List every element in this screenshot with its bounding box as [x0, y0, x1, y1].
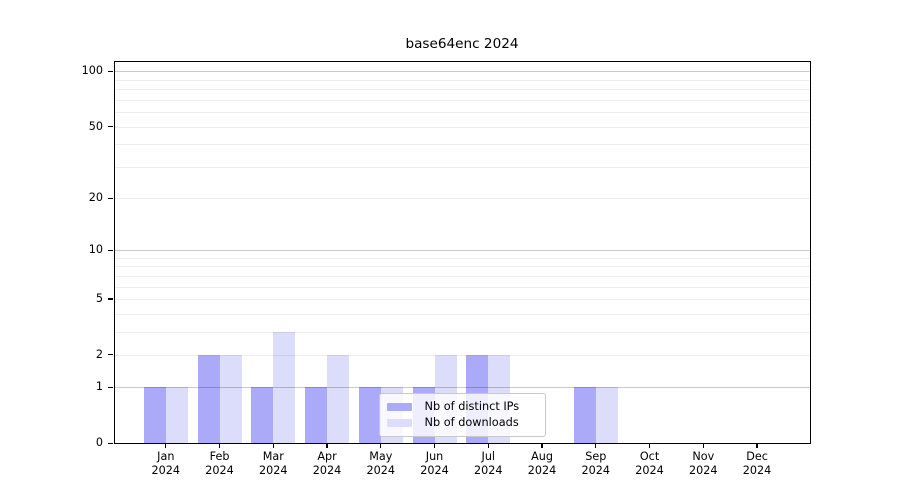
x-tick-label: Jan 2024: [151, 450, 181, 478]
gridline-minor: [114, 313, 810, 315]
y-tick-mark: [108, 386, 113, 389]
x-tick-mark: [756, 443, 758, 448]
bar-downloads-feb: [219, 354, 242, 444]
chart-title: base64enc 2024: [405, 36, 519, 52]
gridline-minor: [114, 257, 810, 259]
gridline-minor: [114, 266, 810, 268]
gridline-minor: [114, 298, 810, 300]
x-tick-label: Feb 2024: [205, 450, 234, 478]
x-tick-mark: [272, 443, 274, 448]
x-tick-mark: [648, 443, 651, 448]
gridline-minor: [114, 126, 810, 128]
y-tick-label: 5: [95, 291, 103, 305]
bar-downloads-sep: [595, 387, 618, 444]
legend-item-label: Nb of distinct IPs: [424, 400, 520, 414]
bar-downloads-mar: [273, 331, 296, 444]
x-tick-label: Apr 2024: [312, 450, 342, 478]
x-tick-mark: [165, 443, 167, 448]
y-tick-label: 2: [95, 347, 103, 361]
x-tick-label: Jun 2024: [420, 450, 449, 478]
bar-distinct-ips-jan: [143, 387, 166, 444]
plot-area: [113, 61, 811, 444]
gridline-minor: [114, 144, 810, 146]
gridline-major: [114, 250, 810, 252]
gridline-minor: [114, 354, 810, 356]
x-tick-mark: [541, 443, 543, 448]
y-tick-label: 100: [81, 64, 103, 78]
bar-distinct-ips-feb: [197, 354, 220, 444]
bar-distinct-ips-mar: [251, 387, 274, 444]
bar-distinct-ips-may: [358, 387, 381, 444]
gridline-major: [114, 387, 810, 389]
y-tick-mark: [108, 249, 113, 251]
x-tick-label: Nov 2024: [689, 450, 718, 478]
bar-downloads-jan: [165, 387, 188, 444]
legend-swatch: [386, 418, 412, 427]
y-tick-label: 20: [88, 191, 103, 205]
legend-item: Nb of downloads: [386, 415, 539, 431]
bar-distinct-ips-sep: [573, 387, 596, 444]
y-tick-mark: [108, 298, 113, 300]
x-tick-label: Oct 2024: [635, 450, 664, 478]
x-tick-label: Sep 2024: [581, 450, 611, 478]
x-tick-mark: [595, 443, 597, 448]
y-tick-label: 0: [95, 436, 103, 450]
y-tick-mark: [108, 442, 113, 444]
x-tick-label: Jul 2024: [474, 450, 503, 478]
legend-item-label: Nb of downloads: [424, 416, 519, 430]
gridline-minor: [114, 166, 810, 168]
y-tick-mark: [108, 197, 113, 199]
gridline-minor: [114, 89, 810, 91]
legend-item: Nb of distinct IPs: [386, 399, 539, 415]
x-tick-mark: [326, 443, 328, 448]
gridline-minor: [114, 79, 810, 81]
y-tick-label: 1: [95, 380, 103, 394]
bar-distinct-ips-apr: [305, 387, 328, 444]
x-tick-mark: [433, 443, 436, 448]
x-tick-label: Mar 2024: [259, 450, 288, 478]
gridline-minor: [114, 331, 810, 333]
gridline-minor: [114, 198, 810, 200]
y-tick-mark: [108, 70, 113, 73]
x-tick-label: Dec 2024: [742, 450, 772, 478]
x-tick-mark: [487, 443, 489, 448]
y-tick-mark: [108, 126, 113, 128]
grid-layer: [114, 62, 810, 443]
bar-downloads-apr: [327, 354, 350, 444]
y-tick-label: 10: [88, 243, 103, 257]
x-tick-mark: [218, 443, 221, 448]
gridline-minor: [114, 99, 810, 101]
gridline-minor: [114, 112, 810, 114]
gridline-minor: [114, 286, 810, 288]
legend: Nb of distinct IPs Nb of downloads: [378, 393, 546, 437]
x-tick-label: Aug 2024: [527, 450, 557, 478]
legend-swatch: [386, 402, 412, 411]
gridline-minor: [114, 275, 810, 277]
x-tick-mark: [380, 443, 382, 448]
x-tick-mark: [702, 443, 704, 448]
y-tick-mark: [108, 354, 113, 356]
gridline-major: [114, 71, 810, 73]
x-tick-label: May 2024: [366, 450, 396, 478]
y-tick-label: 50: [88, 119, 103, 133]
